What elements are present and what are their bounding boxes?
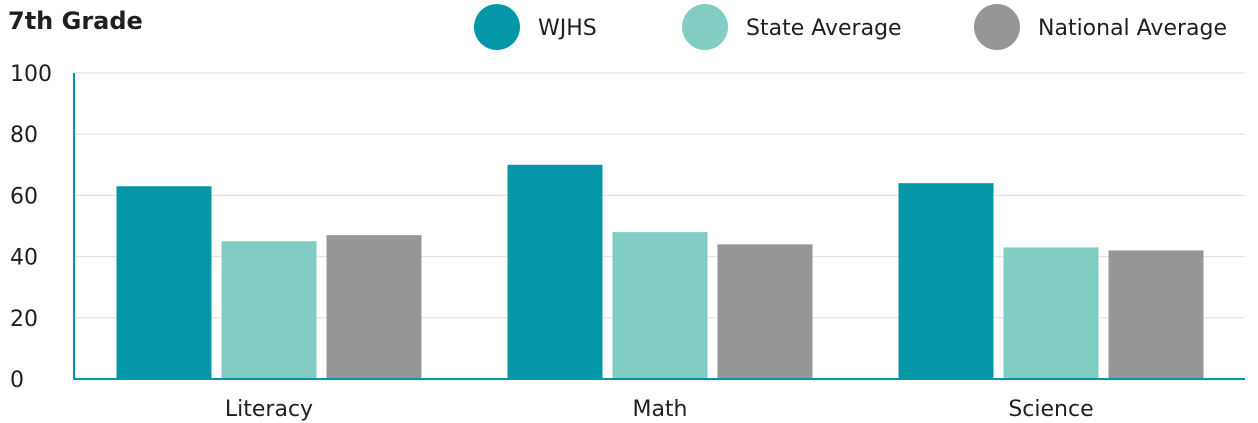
y-tick-label: 20 [10,307,38,332]
bar-literacy-national-average [326,235,422,379]
bar-literacy-state-average [221,241,317,379]
bar-science-state-average [1003,247,1099,379]
bar-science-national-average [1108,250,1204,379]
x-tick-label: Literacy [225,397,313,422]
bar-math-national-average [717,244,813,379]
y-tick-label: 40 [10,246,38,271]
axes [73,73,1245,380]
y-tick-label: 80 [10,123,38,148]
x-tick-label: Math [632,397,687,422]
legend-label-2: State Average [746,16,902,41]
y-tick-label: 0 [10,368,24,393]
chart-title: 7th Grade [8,7,143,35]
legend-label-1: WJHS [538,16,597,41]
y-tick-label: 60 [10,184,38,209]
legend-item-1: WJHS [474,4,597,50]
bar-math-wjhs [507,164,603,379]
legend-item-2: State Average [682,4,902,50]
bar-math-state-average [612,232,708,379]
y-axis-ticks: 0 20 40 60 80 100 [10,62,52,393]
bar-literacy-wjhs [116,186,212,379]
x-tick-label: Science [1008,397,1093,422]
legend-label-3: National Average [1038,16,1227,41]
legend: WJHS State Average National Average [474,4,1227,50]
bars [116,164,1204,379]
bar-science-wjhs [898,183,994,379]
legend-swatch-1 [474,4,520,50]
legend-swatch-2 [682,4,728,50]
y-tick-label: 100 [10,62,52,87]
legend-swatch-3 [974,4,1020,50]
x-axis-ticks: Literacy Math Science [225,397,1094,422]
legend-item-3: National Average [974,4,1227,50]
